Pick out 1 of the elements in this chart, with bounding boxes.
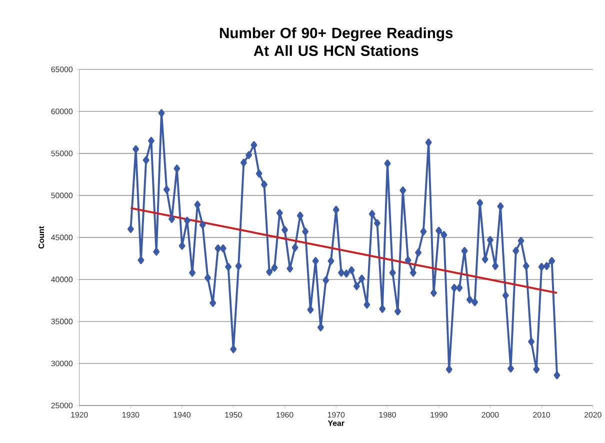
chart-title: Number Of 90+ Degree Readings At All US HCN Stations (220, 27, 453, 56)
